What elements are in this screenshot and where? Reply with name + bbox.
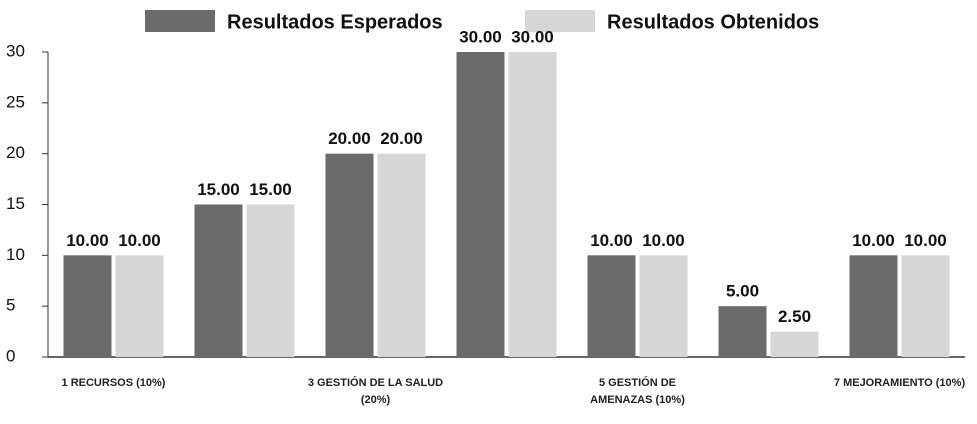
x-tick-label: 5 GESTIÓN DE AMENAZAS (10%) [590, 377, 685, 406]
bar [849, 255, 898, 357]
data-label: 10.00 [642, 231, 685, 250]
bar [115, 255, 164, 357]
data-label: 30.00 [459, 27, 502, 46]
bar [639, 255, 688, 357]
data-label: 10.00 [590, 231, 633, 250]
data-label: 10.00 [904, 231, 947, 250]
bar [377, 153, 426, 357]
y-tick-label: 15 [6, 194, 25, 213]
bar [508, 52, 557, 357]
y-tick-label: 0 [6, 346, 15, 365]
data-label: 15.00 [197, 180, 240, 199]
legend-swatch [525, 10, 595, 32]
x-tick-label: 1 RECURSOS (10%) [61, 377, 166, 389]
data-label: 20.00 [380, 129, 423, 148]
legend-label: Resultados Esperados [227, 11, 443, 33]
x-tick-label: 7 MEJORAMIENTO (10%) [833, 377, 966, 389]
data-label: 10.00 [118, 231, 161, 250]
legend-swatch [145, 10, 215, 32]
y-tick-label: 30 [6, 41, 25, 60]
y-tick-label: 25 [6, 92, 25, 111]
legend-label: Resultados Obtenidos [607, 11, 819, 33]
y-tick-label: 5 [6, 296, 15, 315]
data-label: 10.00 [66, 231, 109, 250]
data-label: 10.00 [852, 231, 895, 250]
bar [325, 153, 374, 357]
bar [63, 255, 112, 357]
bar [587, 255, 636, 357]
x-tick-label: 3 GESTIÓN DE LA SALUD (20%) [307, 377, 444, 406]
bar [718, 306, 767, 357]
data-label: 20.00 [328, 129, 371, 148]
y-tick-label: 20 [6, 143, 25, 162]
data-label: 15.00 [249, 180, 292, 199]
bar [246, 204, 295, 357]
data-label: 30.00 [511, 27, 554, 46]
y-tick-label: 10 [6, 245, 25, 264]
bar [456, 52, 505, 357]
data-label: 5.00 [726, 282, 759, 301]
bar [770, 331, 819, 357]
bar [194, 204, 243, 357]
bar [901, 255, 950, 357]
data-label: 2.50 [778, 307, 811, 326]
